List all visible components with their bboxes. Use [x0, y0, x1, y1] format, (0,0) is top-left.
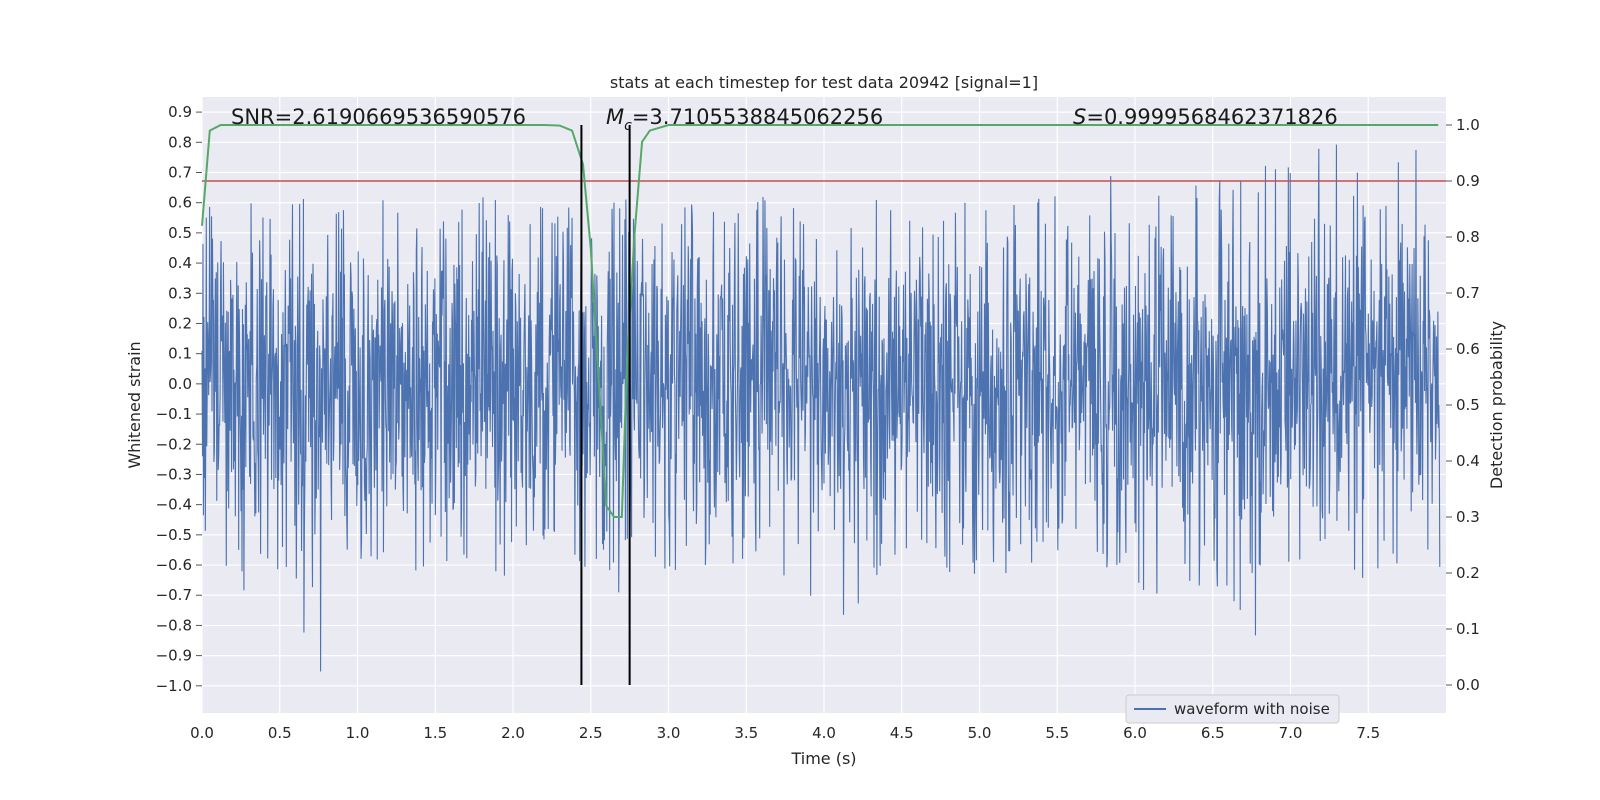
s-annotation: S=0.9999568462371826 — [1073, 105, 1338, 129]
waveform-with-noise-line — [201, 144, 1441, 672]
y-left-tick-label: −0.7 — [156, 586, 192, 604]
y-left-tick-label: 0.8 — [168, 133, 192, 151]
x-tick-label: 0.0 — [190, 724, 214, 742]
y-left-tick-label: −0.4 — [156, 496, 192, 514]
chart-title: stats at each timestep for test data 209… — [610, 73, 1038, 92]
y-axis-label-left: Whitened strain — [125, 341, 144, 468]
y-right-tick-label: 0.0 — [1456, 676, 1480, 694]
y-right-tick-label: 0.6 — [1456, 340, 1480, 358]
y-left-tick-label: 0.5 — [168, 224, 192, 242]
y-left-tick-label: −1.0 — [156, 677, 192, 695]
y-right-tick-label: 0.8 — [1456, 228, 1480, 246]
legend-label: waveform with noise — [1174, 700, 1330, 718]
y-right-tick-label: 0.7 — [1456, 284, 1480, 302]
y-right-tick-label: 1.0 — [1456, 116, 1480, 134]
x-tick-label: 3.5 — [734, 724, 758, 742]
y-left-tick-label: −0.1 — [156, 405, 192, 423]
x-tick-label: 4.5 — [890, 724, 914, 742]
y-right-tick-label: 0.3 — [1456, 508, 1480, 526]
snr-annotation: SNR=2.6190669536590576 — [231, 105, 526, 129]
y-left-tick-label: 0.6 — [168, 194, 192, 212]
x-tick-label: 4.0 — [812, 724, 836, 742]
ticks: 0.0 0.5 1.0 1.5 2.0 2.5 3.0 3.5 4.0 4.5 5.0 5.5 6.0 6… — [156, 103, 1480, 742]
x-tick-label: 6.0 — [1123, 724, 1147, 742]
y-right-tick-label: 0.2 — [1456, 564, 1480, 582]
y-left-tick-label: 0.2 — [168, 314, 192, 332]
x-tick-label: 3.0 — [657, 724, 681, 742]
y-left-tick-label: −0.6 — [156, 556, 192, 574]
x-tick-label: 5.0 — [968, 724, 992, 742]
y-right-tick-label: 0.4 — [1456, 452, 1480, 470]
x-tick-label: 5.5 — [1045, 724, 1069, 742]
y-left-tick-label: 0.7 — [168, 163, 192, 181]
y-left-tick-label: −0.3 — [156, 465, 192, 483]
legend: waveform with noise — [1125, 694, 1340, 724]
x-tick-label: 2.0 — [501, 724, 525, 742]
mc-annotation: Mc=3.7105538845062256 — [606, 105, 883, 134]
noise-series — [201, 144, 1441, 672]
y-left-tick-label: −0.8 — [156, 616, 192, 634]
y-right-tick-label: 0.9 — [1456, 172, 1480, 190]
y-right-tick-label: 0.5 — [1456, 396, 1480, 414]
legend-box — [1125, 694, 1340, 724]
y-left-tick-label: 0.9 — [168, 103, 192, 121]
x-axis-label: Time (s) — [790, 749, 856, 768]
y-left-tick-label: 0.0 — [168, 375, 192, 393]
marker-lines — [580, 125, 631, 685]
x-tick-label: 7.0 — [1279, 724, 1303, 742]
y-axis-label-right: Detection probability — [1487, 321, 1506, 489]
y-left-tick-label: 0.4 — [168, 254, 192, 272]
y-left-tick-label: −0.5 — [156, 526, 192, 544]
x-tick-label: 0.5 — [268, 724, 292, 742]
y-right-tick-label: 0.1 — [1456, 620, 1480, 638]
y-left-tick-label: 0.3 — [168, 284, 192, 302]
detection-probability-line — [201, 124, 1439, 518]
y-left-tick-label: −0.2 — [156, 435, 192, 453]
x-tick-label: 1.5 — [423, 724, 447, 742]
probability-series — [201, 124, 1446, 518]
x-tick-label: 2.5 — [579, 724, 603, 742]
y-left-tick-label: 0.1 — [168, 345, 192, 363]
y-left-tick-label: −0.9 — [156, 647, 192, 665]
x-tick-label: 1.0 — [346, 724, 370, 742]
x-tick-label: 7.5 — [1356, 724, 1380, 742]
x-tick-label: 6.5 — [1201, 724, 1225, 742]
